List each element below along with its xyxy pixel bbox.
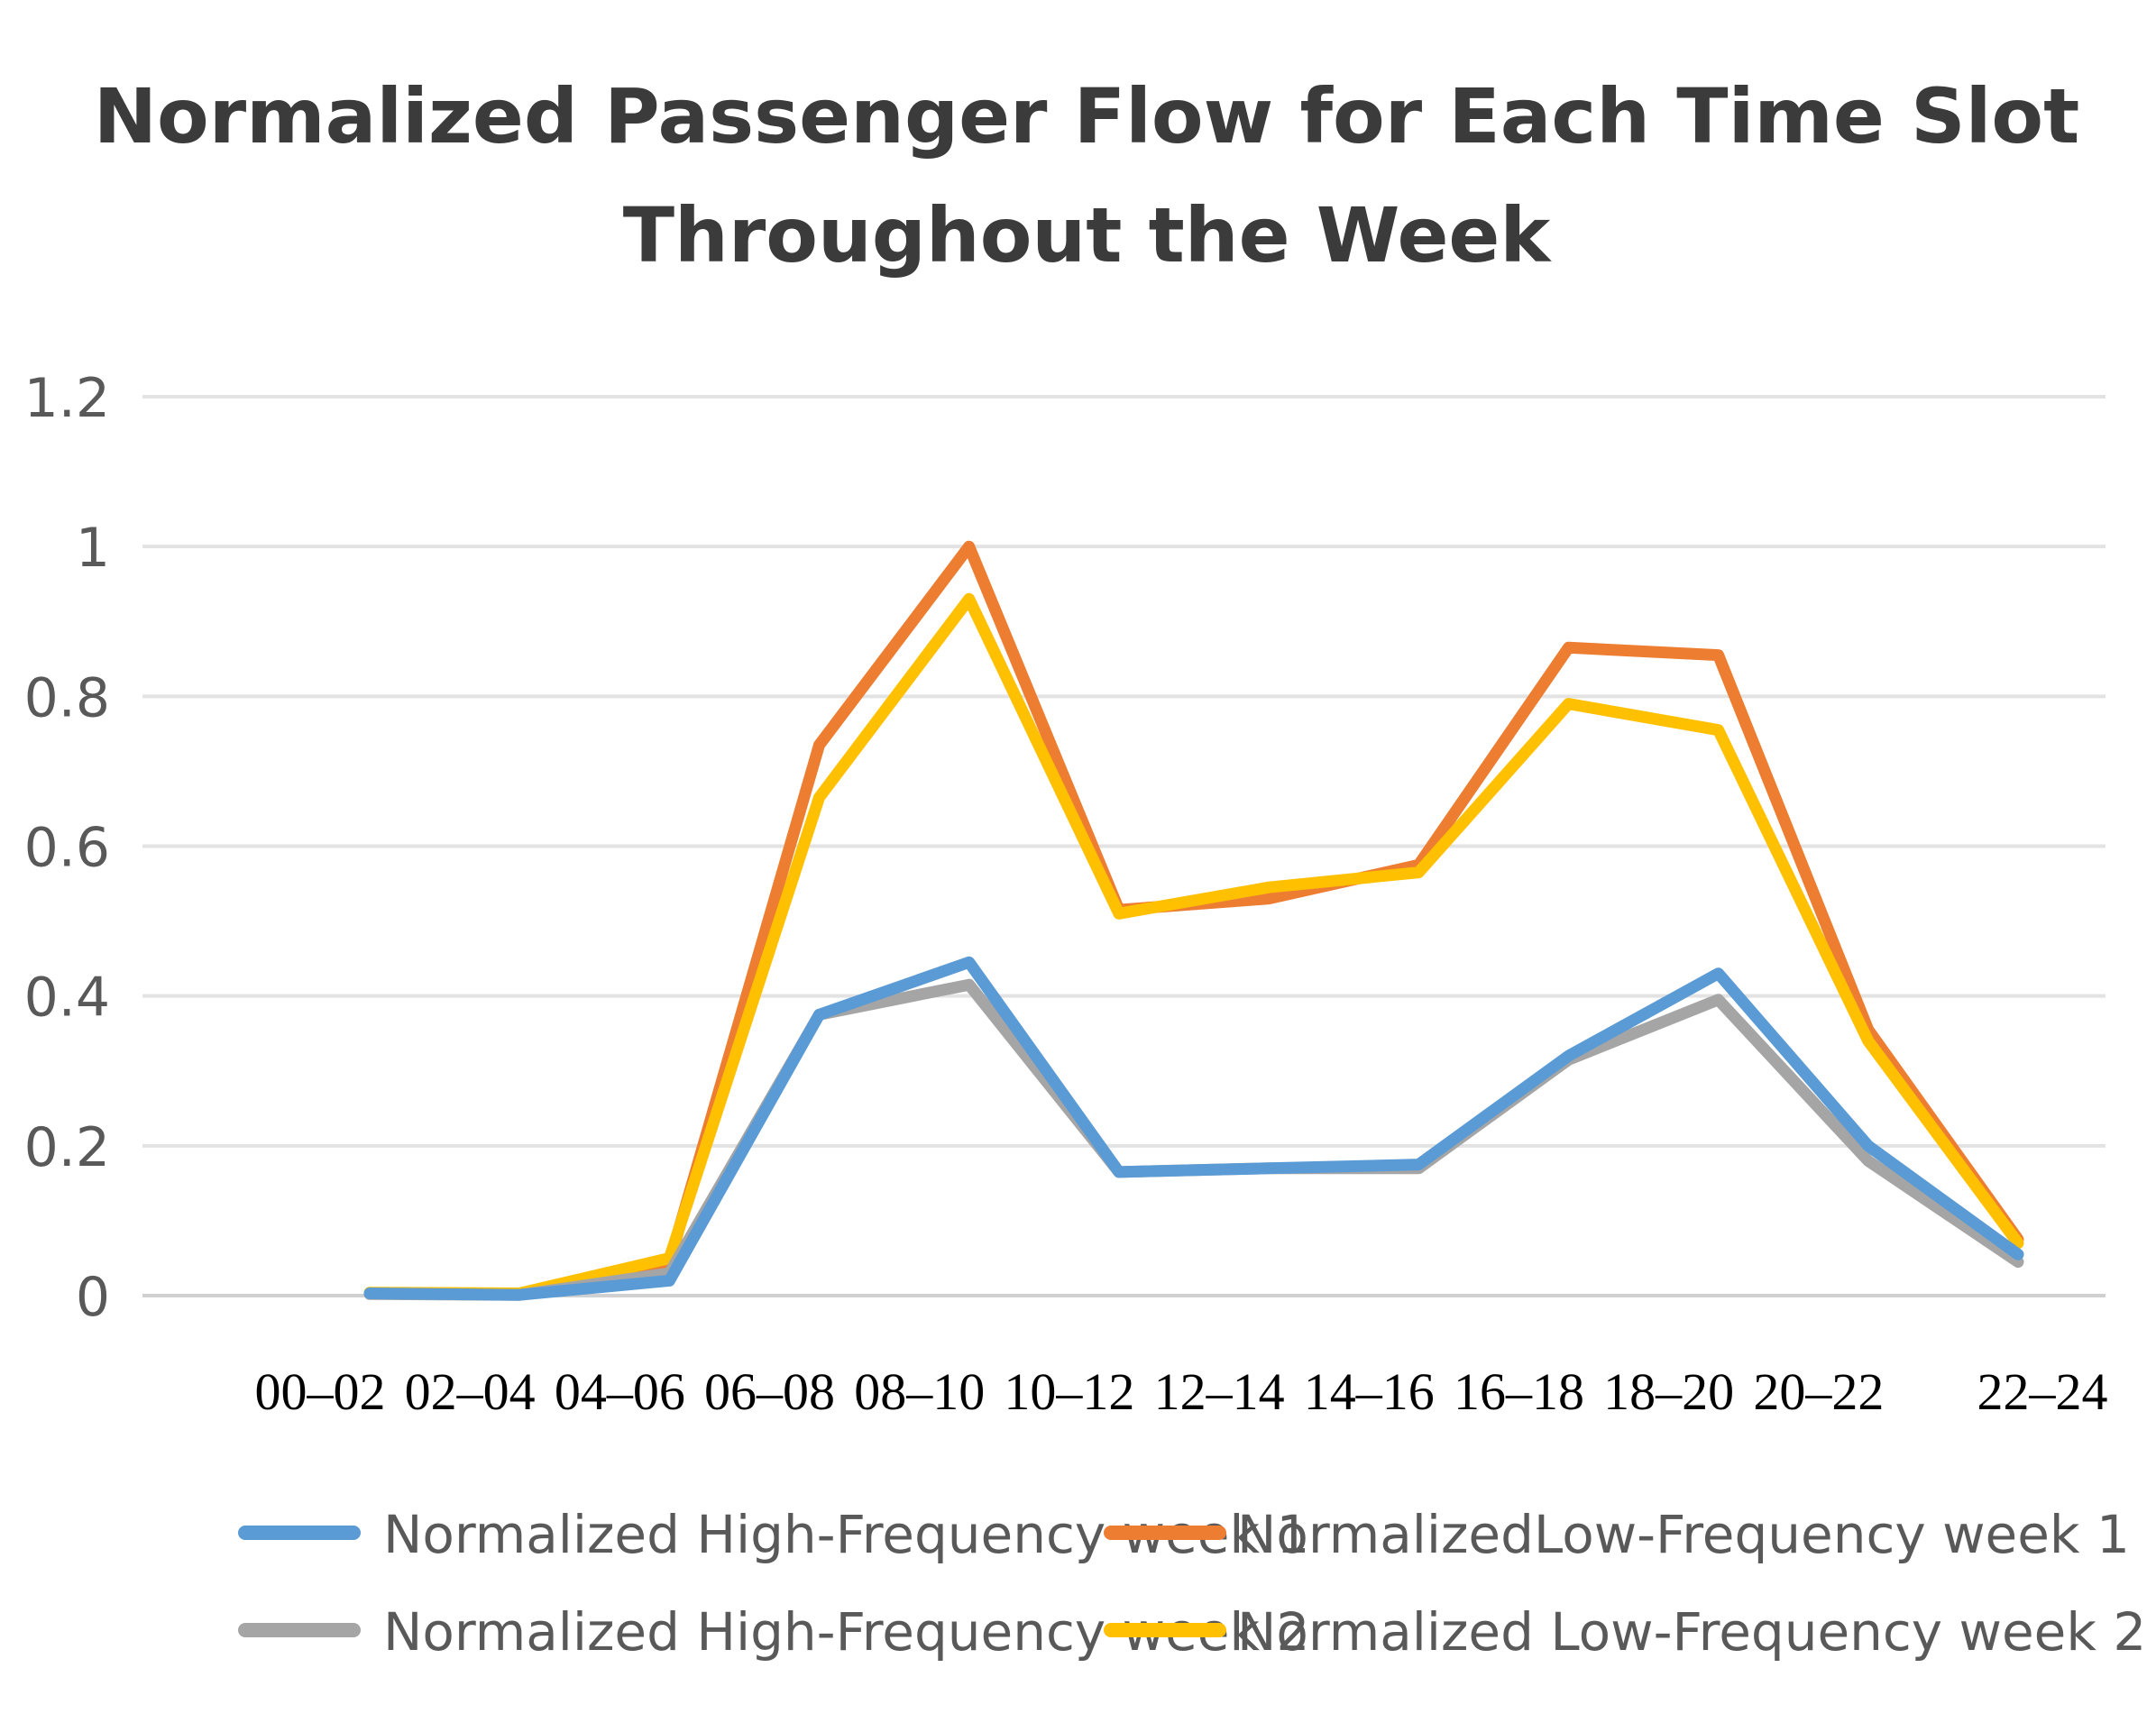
chart-title-line-2: Throughout the Week	[623, 191, 1553, 280]
x-tick-label: 22–24	[1977, 1362, 2108, 1421]
x-tick-label: 00–02	[255, 1362, 386, 1421]
y-tick-label: 0.4	[24, 967, 110, 1030]
series-line	[363, 956, 2024, 1301]
legend-label: NormalizedLow-Frequency week 1	[1237, 1504, 2130, 1565]
series-lines	[363, 540, 2024, 1301]
legend: Normalized High-Frequency week 1Normaliz…	[238, 1504, 2146, 1663]
x-tick-label: 16–18	[1454, 1362, 1584, 1421]
y-tick-label: 0	[76, 1266, 110, 1329]
y-tick-label: 0.8	[24, 666, 110, 729]
x-tick-label: 08–10	[854, 1362, 985, 1421]
x-tick-label: 14–16	[1304, 1362, 1435, 1421]
x-tick-label: 10–12	[1004, 1362, 1134, 1421]
y-tick-label: 1	[76, 517, 110, 580]
chart-title-line-1: Normalized Passenger Flow for Each Time …	[94, 72, 2080, 160]
x-axis-tick-labels: 00–02 02–04 04–06 06–08 08–10 10–12 12–14 14–16…	[255, 1362, 2108, 1421]
y-tick-label: 0.2	[24, 1116, 110, 1179]
x-tick-label: 02–04	[405, 1362, 536, 1421]
y-axis-tick-labels: 0 0.2 0.4 0.6 0.8 1 1.2	[24, 367, 110, 1329]
x-tick-label: 12–14	[1154, 1362, 1285, 1421]
legend-label: Normalized Low-Frequency week 2	[1237, 1601, 2146, 1663]
series-line	[363, 592, 2024, 1299]
x-tick-label: 20–22	[1753, 1362, 1884, 1421]
y-tick-label: 1.2	[24, 367, 110, 430]
x-tick-label: 06–08	[704, 1362, 835, 1421]
x-tick-label: 04–06	[555, 1362, 685, 1421]
y-tick-label: 0.6	[24, 817, 110, 880]
x-tick-label: 18–20	[1603, 1362, 1734, 1421]
